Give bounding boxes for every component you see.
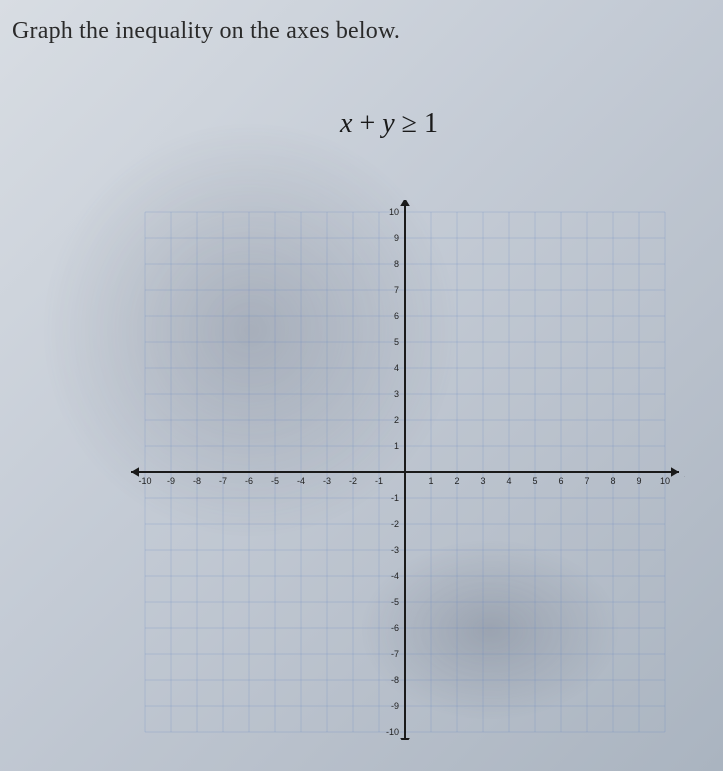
svg-text:2: 2 [394,415,399,425]
svg-text:-9: -9 [167,476,175,486]
svg-text:1: 1 [394,441,399,451]
svg-text:-4: -4 [391,571,399,581]
svg-text:-7: -7 [219,476,227,486]
svg-text:-1: -1 [375,476,383,486]
svg-text:-7: -7 [391,649,399,659]
svg-text:-5: -5 [391,597,399,607]
svg-text:8: 8 [394,259,399,269]
svg-text:3: 3 [394,389,399,399]
inequality-formula: x + y ≥ 1 [340,108,438,140]
const-one: 1 [424,108,438,139]
svg-text:-10: -10 [386,727,399,737]
question-prompt: Graph the inequality on the axes below. [0,18,723,45]
svg-text:-1: -1 [391,493,399,503]
svg-text:-2: -2 [349,476,357,486]
svg-text:5: 5 [532,476,537,486]
svg-text:-5: -5 [271,476,279,486]
svg-text:10: 10 [660,476,670,486]
svg-text:1: 1 [428,476,433,486]
svg-text:-9: -9 [391,701,399,711]
svg-text:9: 9 [636,476,641,486]
svg-text:-8: -8 [391,675,399,685]
svg-text:10: 10 [389,207,399,217]
coordinate-plane: -10 -9 -8 -7 -6 -5 -4 -3 -2 -1 1 2 3 4 5 6 7 8 9 10 10 9 8 7 6 5 4… [115,200,685,740]
svg-text:-3: -3 [391,545,399,555]
plus-op: + [352,108,382,139]
svg-text:-6: -6 [245,476,253,486]
svg-text:-6: -6 [391,623,399,633]
svg-text:-4: -4 [297,476,305,486]
svg-text:-2: -2 [391,519,399,529]
svg-text:-3: -3 [323,476,331,486]
svg-text:2: 2 [454,476,459,486]
svg-text:9: 9 [394,233,399,243]
svg-text:4: 4 [394,363,399,373]
svg-text:3: 3 [480,476,485,486]
geq-op: ≥ [395,108,424,139]
svg-text:8: 8 [610,476,615,486]
svg-text:6: 6 [394,311,399,321]
svg-text:5: 5 [394,337,399,347]
svg-text:7: 7 [584,476,589,486]
svg-text:x: x [684,464,685,481]
svg-text:7: 7 [394,285,399,295]
svg-text:6: 6 [558,476,563,486]
svg-text:-10: -10 [138,476,151,486]
svg-text:4: 4 [506,476,511,486]
graph-svg: -10 -9 -8 -7 -6 -5 -4 -3 -2 -1 1 2 3 4 5 6 7 8 9 10 10 9 8 7 6 5 4… [115,200,685,740]
var-y: y [382,108,394,139]
var-x: x [340,108,352,139]
svg-text:-8: -8 [193,476,201,486]
page-container: Graph the inequality on the axes below. … [0,0,723,771]
